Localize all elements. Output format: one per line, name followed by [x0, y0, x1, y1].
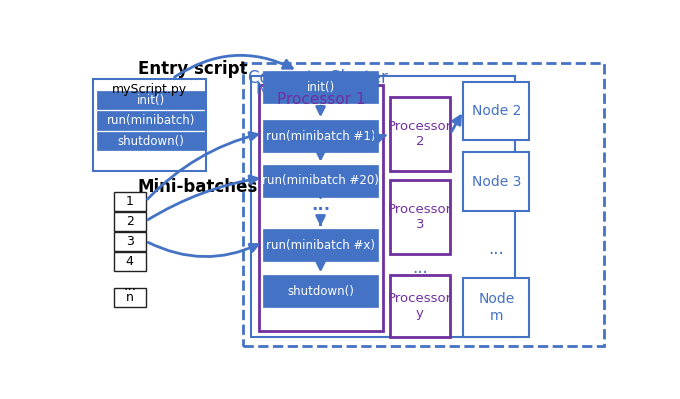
Text: init(): init() [137, 94, 165, 107]
Text: Entry script: Entry script [137, 60, 248, 78]
Text: 3: 3 [126, 235, 134, 248]
Text: 1: 1 [126, 195, 134, 208]
Bar [97, 132, 205, 150]
Bar [114, 288, 146, 308]
Bar [263, 275, 378, 308]
Bar [259, 85, 383, 330]
Text: 4: 4 [126, 255, 134, 268]
Text: shutdown(): shutdown() [287, 285, 354, 298]
Text: Node 3: Node 3 [472, 174, 521, 188]
Text: init(): init() [307, 81, 335, 93]
Bar [114, 231, 146, 251]
Text: run(minibatch #20): run(minibatch #20) [262, 174, 379, 187]
Text: Processor
y: Processor y [388, 292, 452, 320]
Text: Node
m: Node m [478, 292, 515, 322]
Text: Mini-batches: Mini-batches [137, 178, 258, 196]
Bar [463, 152, 529, 211]
Text: Processor
2: Processor 2 [388, 120, 452, 148]
Bar [114, 192, 146, 211]
Bar [263, 229, 378, 261]
Bar [390, 180, 450, 254]
Text: myScript.py: myScript.py [112, 83, 187, 96]
Bar [93, 79, 206, 171]
Text: ...: ... [123, 279, 137, 293]
Bar [114, 211, 146, 231]
Bar [390, 275, 450, 337]
Bar [97, 111, 205, 130]
Bar [263, 120, 378, 152]
Text: ...: ... [488, 240, 504, 258]
Text: ...: ... [311, 196, 330, 214]
Bar [251, 75, 515, 337]
Text: Processor
3: Processor 3 [388, 203, 452, 231]
Text: run(minibatch #1): run(minibatch #1) [266, 130, 375, 143]
Text: run(minibatch): run(minibatch) [107, 114, 195, 127]
Text: Processor 1: Processor 1 [277, 93, 365, 107]
Text: shutdown(): shutdown() [118, 135, 184, 148]
Text: Node 1: Node 1 [256, 82, 311, 97]
Bar [114, 252, 146, 271]
Bar [263, 165, 378, 197]
Bar [463, 82, 529, 140]
Bar [463, 279, 529, 337]
Text: 2: 2 [126, 215, 134, 228]
Bar [243, 63, 604, 346]
Text: ...: ... [412, 259, 428, 277]
Text: n: n [126, 291, 134, 304]
Text: Node 2: Node 2 [472, 104, 521, 118]
Bar [263, 71, 378, 103]
Text: Compute Cluster: Compute Cluster [248, 69, 388, 87]
Text: run(minibatch #x): run(minibatch #x) [266, 239, 375, 252]
Bar [97, 91, 205, 109]
Bar [390, 97, 450, 171]
